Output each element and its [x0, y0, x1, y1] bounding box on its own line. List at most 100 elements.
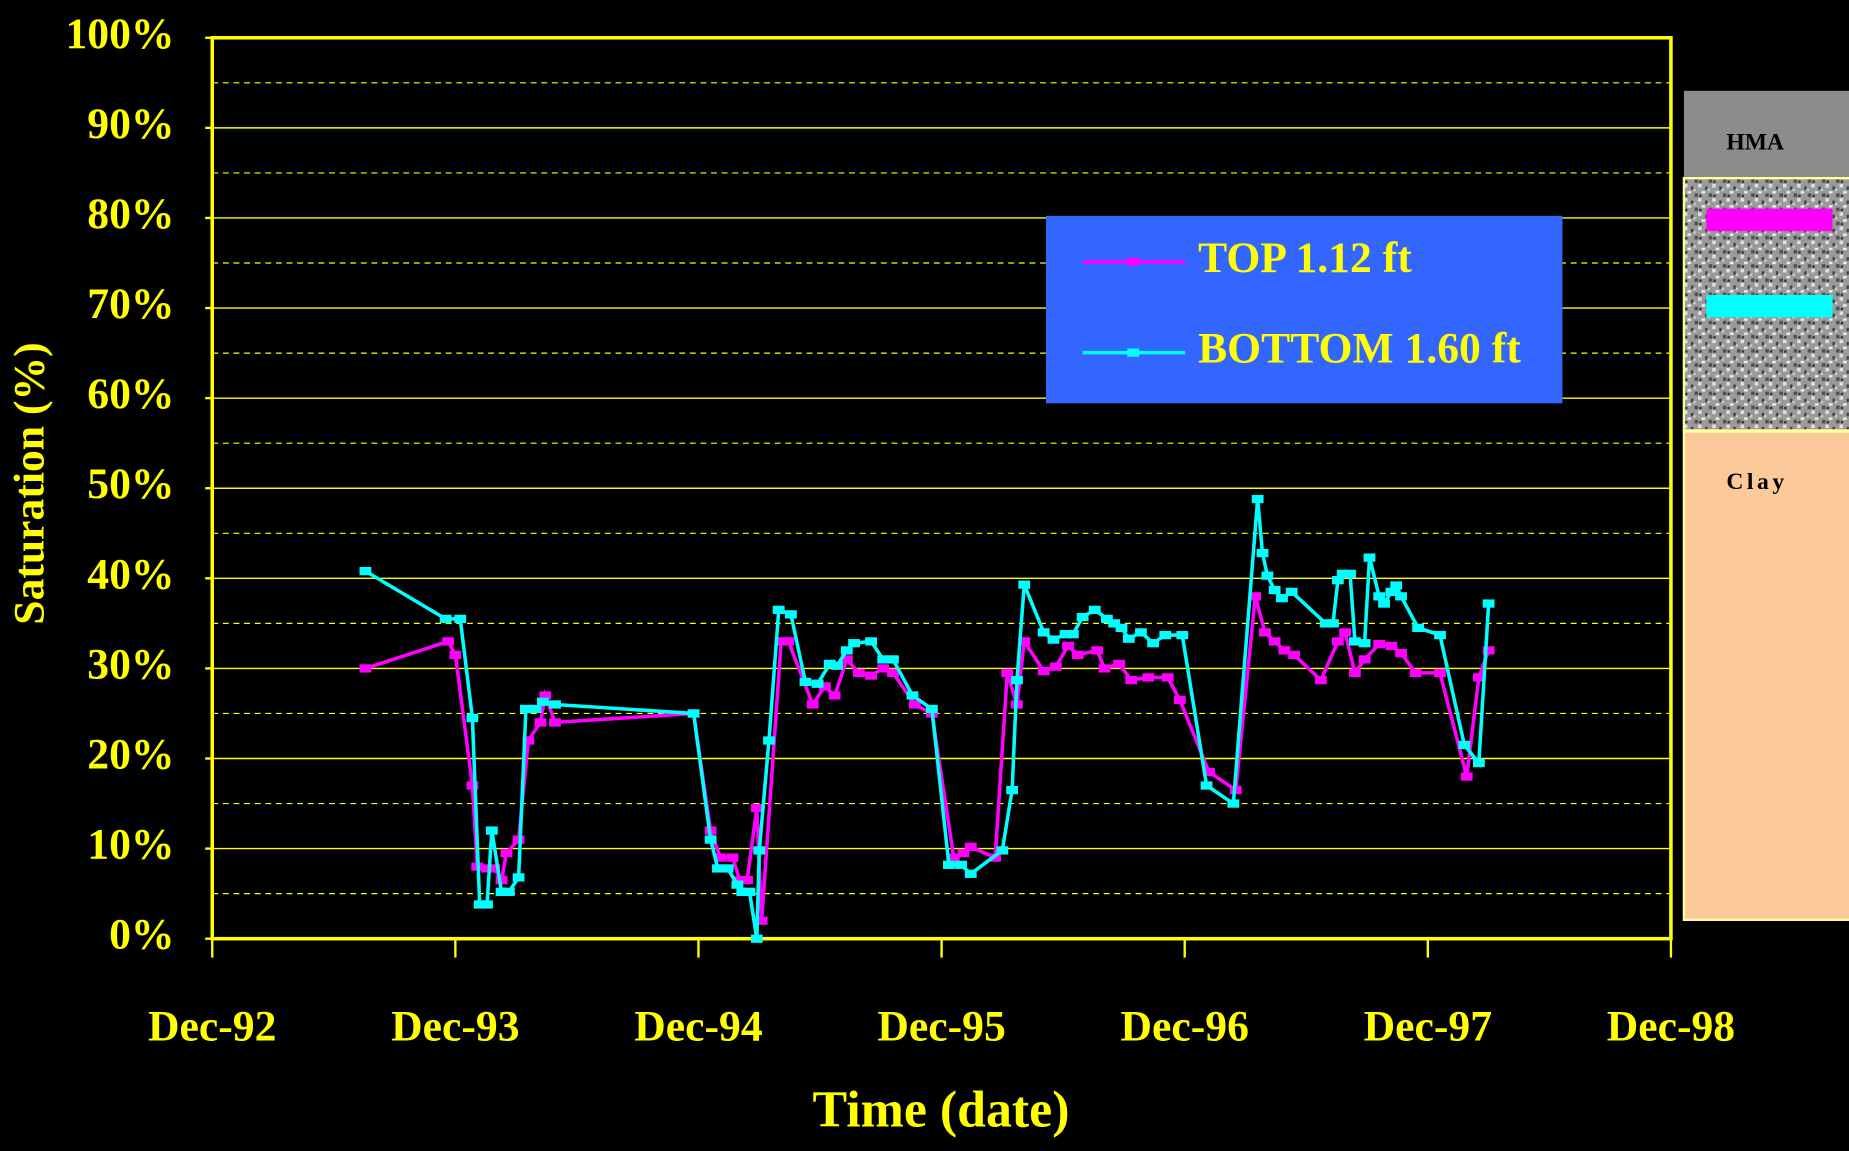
point-marker	[1276, 594, 1288, 603]
point-marker	[1412, 623, 1424, 633]
point-marker	[784, 610, 797, 619]
point-marker	[687, 709, 700, 718]
point-marker	[811, 679, 824, 688]
point-marker	[957, 848, 970, 858]
x-tick-label: Dec-92	[148, 1003, 276, 1051]
point-marker	[1348, 668, 1361, 678]
point-marker	[1062, 641, 1074, 651]
point-marker	[1256, 548, 1269, 558]
point-marker	[454, 614, 467, 623]
legend-marker	[1127, 348, 1140, 357]
point-marker	[1108, 619, 1121, 628]
point-marker	[775, 637, 788, 646]
plot-border	[210, 36, 1673, 941]
point-marker	[1071, 650, 1084, 660]
point-marker	[359, 664, 372, 673]
y-tick-label: 100%	[65, 10, 174, 58]
point-marker	[534, 718, 547, 727]
y-tick-label: 70%	[87, 280, 174, 328]
y-tick-label: 40%	[87, 550, 174, 598]
point-marker	[806, 700, 819, 709]
point-marker	[704, 835, 717, 844]
point-marker	[772, 605, 785, 614]
point-marker	[733, 876, 746, 885]
point-marker	[485, 826, 498, 835]
point-marker	[1363, 553, 1376, 562]
point-marker	[1348, 637, 1361, 646]
point-marker	[848, 639, 860, 648]
point-marker	[466, 713, 479, 723]
point-marker	[1001, 668, 1014, 678]
y-tick-label: 50%	[87, 460, 174, 508]
point-marker	[359, 566, 372, 576]
point-marker	[481, 864, 493, 873]
point-marker	[865, 637, 877, 646]
y-tick-label: 90%	[87, 100, 174, 148]
point-marker	[887, 655, 899, 664]
point-marker	[1373, 592, 1386, 601]
point-marker	[1259, 628, 1271, 637]
point-marker	[964, 842, 977, 851]
point-marker	[1018, 580, 1031, 589]
point-marker	[1011, 676, 1023, 685]
x-tick-label: Dec-96	[1121, 1003, 1249, 1051]
point-marker	[1227, 799, 1240, 808]
point-marker	[1344, 569, 1356, 578]
point-marker	[466, 781, 479, 790]
point-marker	[819, 682, 831, 691]
point-marker	[1285, 587, 1298, 596]
point-marker	[942, 860, 955, 869]
point-marker	[925, 704, 938, 714]
point-marker	[877, 655, 890, 664]
legend-label: BOTTOM 1.60 ft	[1198, 325, 1521, 373]
point-marker	[1339, 628, 1352, 637]
point-marker	[763, 736, 775, 745]
point-marker	[887, 668, 899, 678]
point-marker	[536, 697, 549, 706]
point-marker	[1458, 740, 1471, 750]
x-tick-label: Dec-97	[1364, 1003, 1492, 1051]
point-marker	[750, 803, 763, 813]
point-marker	[731, 880, 744, 889]
point-marker	[840, 646, 853, 655]
sensor-bar	[1706, 208, 1833, 232]
point-marker	[522, 736, 535, 745]
point-marker	[1472, 673, 1485, 682]
y-tick-label: 10%	[87, 821, 174, 869]
point-marker	[529, 704, 542, 714]
point-marker	[449, 650, 462, 660]
point-marker	[741, 876, 754, 885]
sensor-bar	[1706, 294, 1833, 318]
point-marker	[1006, 785, 1018, 795]
point-marker	[721, 864, 734, 873]
point-marker	[1268, 585, 1281, 595]
point-marker	[1314, 676, 1327, 685]
point-marker	[500, 848, 513, 858]
point-marker	[512, 873, 525, 882]
point-marker	[1249, 592, 1262, 601]
clay-layer	[1682, 430, 1849, 922]
point-marker	[495, 887, 508, 896]
point-marker	[1088, 605, 1101, 614]
point-marker	[1101, 614, 1113, 623]
point-marker	[1173, 695, 1186, 705]
y-tick-label: 30%	[87, 640, 174, 688]
point-marker	[1018, 637, 1031, 646]
point-marker	[1047, 635, 1060, 644]
x-tick-label: Dec-94	[634, 1003, 762, 1051]
point-marker	[947, 853, 960, 862]
point-marker	[439, 614, 452, 623]
x-tick-label: Dec-95	[877, 1003, 1005, 1051]
layer-label: Clay	[1726, 469, 1787, 495]
point-marker	[906, 691, 919, 700]
point-marker	[1142, 673, 1155, 682]
point-marker	[519, 704, 532, 714]
legend-marker	[1127, 257, 1140, 266]
point-marker	[1385, 587, 1398, 596]
y-tick-label: 20%	[87, 731, 174, 779]
point-marker	[1200, 781, 1213, 790]
point-marker	[1395, 648, 1407, 658]
hma-layer	[1683, 90, 1849, 177]
point-marker	[1395, 592, 1407, 601]
